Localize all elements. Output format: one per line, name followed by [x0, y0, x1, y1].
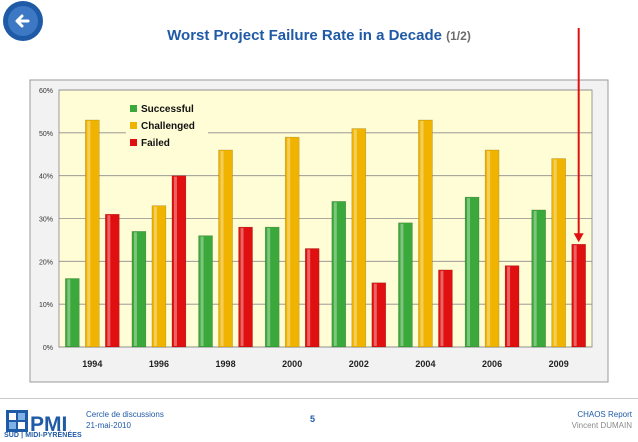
y-tick-label: 60% — [39, 88, 53, 95]
legend-label-failed: Failed — [141, 138, 170, 149]
footer-event-info: Cercle de discussions 21-mai-2010 — [86, 409, 164, 431]
pmi-logo: PMI — [6, 410, 67, 436]
event-name: Cercle de discussions — [86, 410, 164, 419]
bar-highlight — [307, 249, 311, 346]
x-tick-label: 2004 — [415, 359, 435, 369]
x-tick-label: 2006 — [482, 359, 502, 369]
y-tick-label: 40% — [39, 174, 53, 181]
bar-challenged-2009 — [551, 158, 566, 348]
bar-failed-2000 — [304, 248, 320, 348]
bar-challenged-1998 — [218, 149, 233, 348]
bar-successful-2000 — [264, 226, 280, 348]
bar-highlight — [67, 279, 71, 346]
x-tick-label: 1996 — [149, 359, 169, 369]
legend-box — [126, 100, 208, 156]
bar-highlight — [533, 210, 537, 346]
legend-swatch-challenged — [130, 122, 137, 129]
bar-highlight — [133, 232, 137, 346]
chapter-region: SUD | MIDI-PYRÉNÉES — [4, 432, 82, 439]
footer-report-info: CHAOS Report Vincent DUMAIN — [572, 409, 632, 431]
footer-divider — [0, 398, 638, 399]
bar-failed-2006 — [504, 265, 520, 348]
x-tick-label: 2009 — [549, 359, 569, 369]
bar-failed-1996 — [171, 175, 187, 348]
bar-highlight — [507, 266, 511, 346]
legend-label-challenged: Challenged — [141, 121, 195, 132]
logo-text: PMI — [30, 413, 67, 436]
y-tick-label: 50% — [39, 131, 53, 138]
bar-successful-2004 — [398, 222, 413, 348]
page-number: 5 — [310, 414, 316, 424]
bar-chart: 0% 10% 20% 30% 40% 50% 60% 1994 1996 1998 2000 2002… — [29, 28, 609, 383]
bar-failed-2002 — [371, 282, 387, 348]
page-title: Worst Project Failure Rate in a Decade (… — [0, 27, 638, 44]
title-text: Worst Project Failure Rate in a Decade — [167, 27, 442, 44]
author-name: Vincent DUMAIN — [571, 421, 632, 430]
legend-label-successful: Successful — [141, 104, 194, 115]
bar-highlight — [240, 228, 244, 346]
bar-highlight — [573, 245, 577, 346]
bar-highlight — [353, 129, 357, 346]
bar-highlight — [153, 206, 157, 346]
bar-challenged-2006 — [484, 149, 500, 348]
bar-successful-2006 — [464, 196, 480, 348]
back-navigation-icon[interactable] — [0, 0, 46, 46]
bar-highlight — [220, 150, 224, 346]
x-tick-label: 2002 — [349, 359, 369, 369]
bar-successful-2002 — [331, 201, 347, 348]
bar-highlight — [87, 120, 91, 346]
legend-swatch-failed — [130, 139, 137, 146]
bar-highlight — [420, 120, 424, 346]
bar-highlight — [373, 283, 377, 346]
bar-successful-1998 — [198, 235, 213, 348]
report-name: CHAOS Report — [577, 410, 632, 419]
legend-swatch-successful — [130, 105, 137, 112]
bar-highlight — [267, 228, 271, 346]
bar-failed-1998 — [238, 226, 253, 348]
bar-challenged-1996 — [151, 205, 167, 348]
bar-challenged-2002 — [351, 128, 367, 348]
bar-highlight — [400, 223, 404, 346]
bar-successful-1994 — [65, 278, 80, 348]
title-part-indicator: (1/2) — [446, 29, 471, 43]
bar-failed-2004 — [438, 269, 453, 348]
bar-successful-1996 — [131, 231, 147, 348]
bar-failed-1994 — [105, 213, 120, 348]
y-tick-label: 30% — [39, 217, 53, 224]
bar-highlight — [287, 138, 291, 346]
bar-highlight — [200, 236, 204, 346]
x-tick-label: 2000 — [282, 359, 302, 369]
x-tick-label: 1998 — [216, 359, 236, 369]
bar-successful-2009 — [531, 209, 546, 348]
bar-challenged-2004 — [418, 119, 433, 348]
bar-challenged-2000 — [284, 136, 300, 348]
bar-highlight — [107, 215, 111, 346]
bar-highlight — [173, 176, 177, 346]
bar-highlight — [487, 150, 491, 346]
y-tick-label: 0% — [43, 345, 53, 352]
y-tick-label: 10% — [39, 302, 53, 309]
bar-highlight — [333, 202, 337, 346]
bar-failed-2009 — [571, 243, 586, 348]
highlight-arrow-head — [573, 233, 584, 243]
y-tick-label: 20% — [39, 259, 53, 266]
bar-highlight — [467, 198, 471, 346]
bar-highlight — [553, 159, 557, 346]
bar-highlight — [440, 270, 444, 346]
x-tick-label: 1994 — [82, 359, 102, 369]
bar-challenged-1994 — [85, 119, 100, 348]
event-date: 21-mai-2010 — [86, 421, 131, 430]
